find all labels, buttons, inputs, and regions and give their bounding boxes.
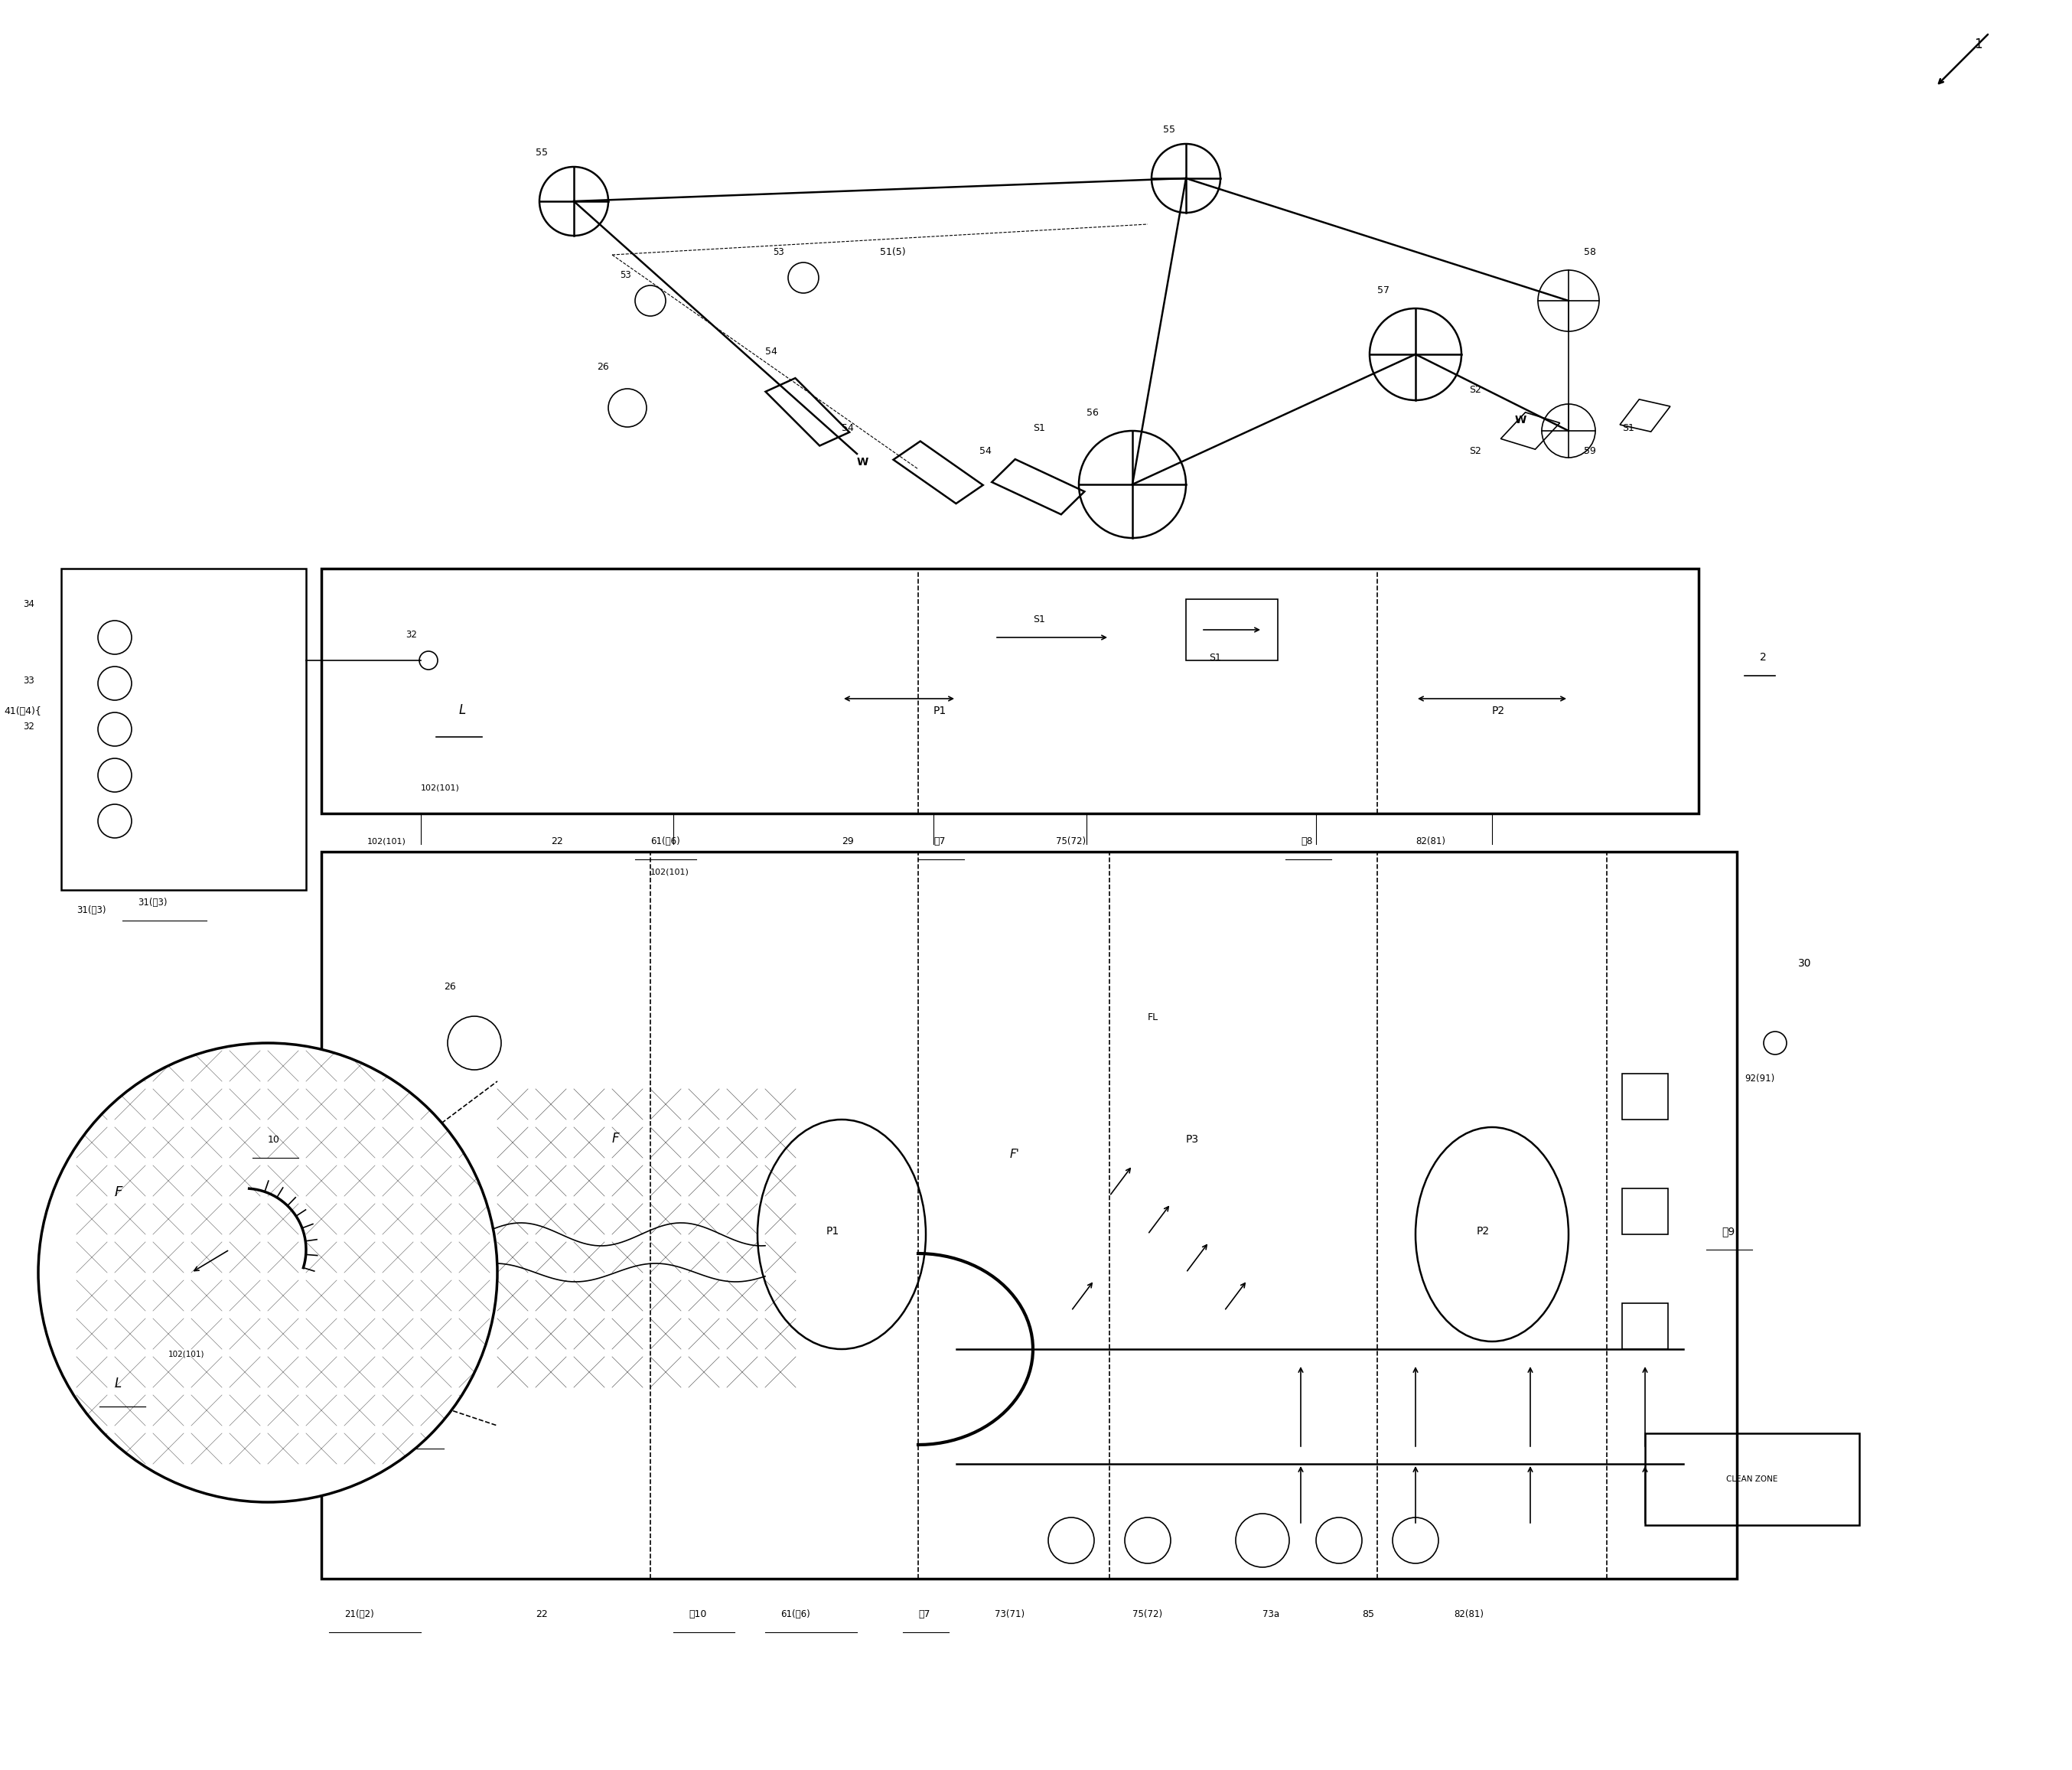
Text: 85: 85 [1361,1609,1374,1620]
Text: 26: 26 [597,361,609,372]
Text: W: W [1515,414,1527,425]
Text: 22: 22 [551,837,564,846]
Text: 29: 29 [841,837,854,846]
Text: 102(101): 102(101) [367,837,406,846]
Text: 73(71): 73(71) [995,1609,1026,1620]
Text: CLEAN ZONE: CLEAN ZONE [1726,1476,1778,1483]
Text: L: L [460,703,466,717]
Text: 102(101): 102(101) [168,1351,205,1358]
Bar [1622,1303,1668,1349]
Text: 51(5): 51(5) [881,248,905,257]
Text: S2: S2 [1469,446,1481,457]
Text: 33: 33 [23,676,35,685]
Text: P1: P1 [827,1227,839,1237]
Text: 7: 7 [934,837,945,846]
Text: 82(81): 82(81) [1455,1609,1484,1620]
Text: P2: P2 [1492,706,1504,717]
Text: 10: 10 [267,1135,280,1145]
Text: FL: FL [1148,1012,1158,1023]
Text: 53: 53 [620,271,632,280]
Text: L: L [114,1377,122,1391]
Text: S1: S1 [1208,653,1220,662]
Text: P1: P1 [934,706,947,717]
Text: 1: 1 [1975,37,1983,51]
Text: 54: 54 [980,446,992,457]
Text: 31(3): 31(3) [77,904,106,915]
Text: P2: P2 [1477,1227,1490,1237]
Text: L: L [421,1414,429,1428]
Text: 61(6): 61(6) [651,837,680,846]
Text: 102(101): 102(101) [651,869,690,876]
Bar [321,851,1736,1579]
Text: 2: 2 [1759,651,1767,662]
Text: S1: S1 [1622,423,1635,434]
Text: 31(3): 31(3) [137,897,168,908]
Text: 82(81): 82(81) [1415,837,1446,846]
Text: 102(101): 102(101) [421,784,460,791]
Text: 75(72): 75(72) [1057,837,1086,846]
Bar [62,568,307,890]
Bar [1622,1074,1668,1120]
Text: 10: 10 [688,1609,707,1620]
Text: 34: 34 [23,600,35,609]
Text: 54: 54 [841,423,854,434]
Text: 61(6): 61(6) [781,1609,810,1620]
Text: 32: 32 [23,722,35,731]
Text: 75(72): 75(72) [1133,1609,1162,1620]
Text: 41(4){: 41(4){ [4,706,41,717]
Text: F: F [611,1131,620,1145]
Text: 59: 59 [1583,446,1595,457]
Text: 57: 57 [1378,285,1390,296]
Text: 55: 55 [1162,124,1175,135]
Text: 8: 8 [1301,837,1312,846]
Text: 30: 30 [1798,958,1811,968]
Bar [1185,600,1278,660]
Text: 9: 9 [1722,1227,1734,1237]
Text: W: W [858,457,868,467]
Text: 54: 54 [765,347,777,356]
Text: S1: S1 [1034,614,1044,625]
Text: 32: 32 [406,630,416,639]
Bar [321,568,1699,814]
Text: F': F' [1009,1149,1019,1159]
Text: 58: 58 [1583,248,1595,257]
Text: P3: P3 [1185,1135,1200,1145]
Text: F: F [114,1186,122,1198]
Text: 22: 22 [535,1609,547,1620]
Text: 21(2): 21(2) [344,1609,373,1620]
Text: 7: 7 [918,1609,930,1620]
Text: 55: 55 [535,147,547,158]
Text: 26: 26 [443,982,456,991]
Text: S2: S2 [1469,384,1481,395]
Text: 92(91): 92(91) [1745,1074,1774,1083]
Text: 73a: 73a [1262,1609,1278,1620]
Text: 53: 53 [773,248,783,257]
Circle shape [37,1043,497,1503]
Text: S1: S1 [1034,423,1044,434]
Text: 56: 56 [1086,407,1098,418]
Bar [1622,1188,1668,1234]
Bar [1645,1434,1859,1526]
